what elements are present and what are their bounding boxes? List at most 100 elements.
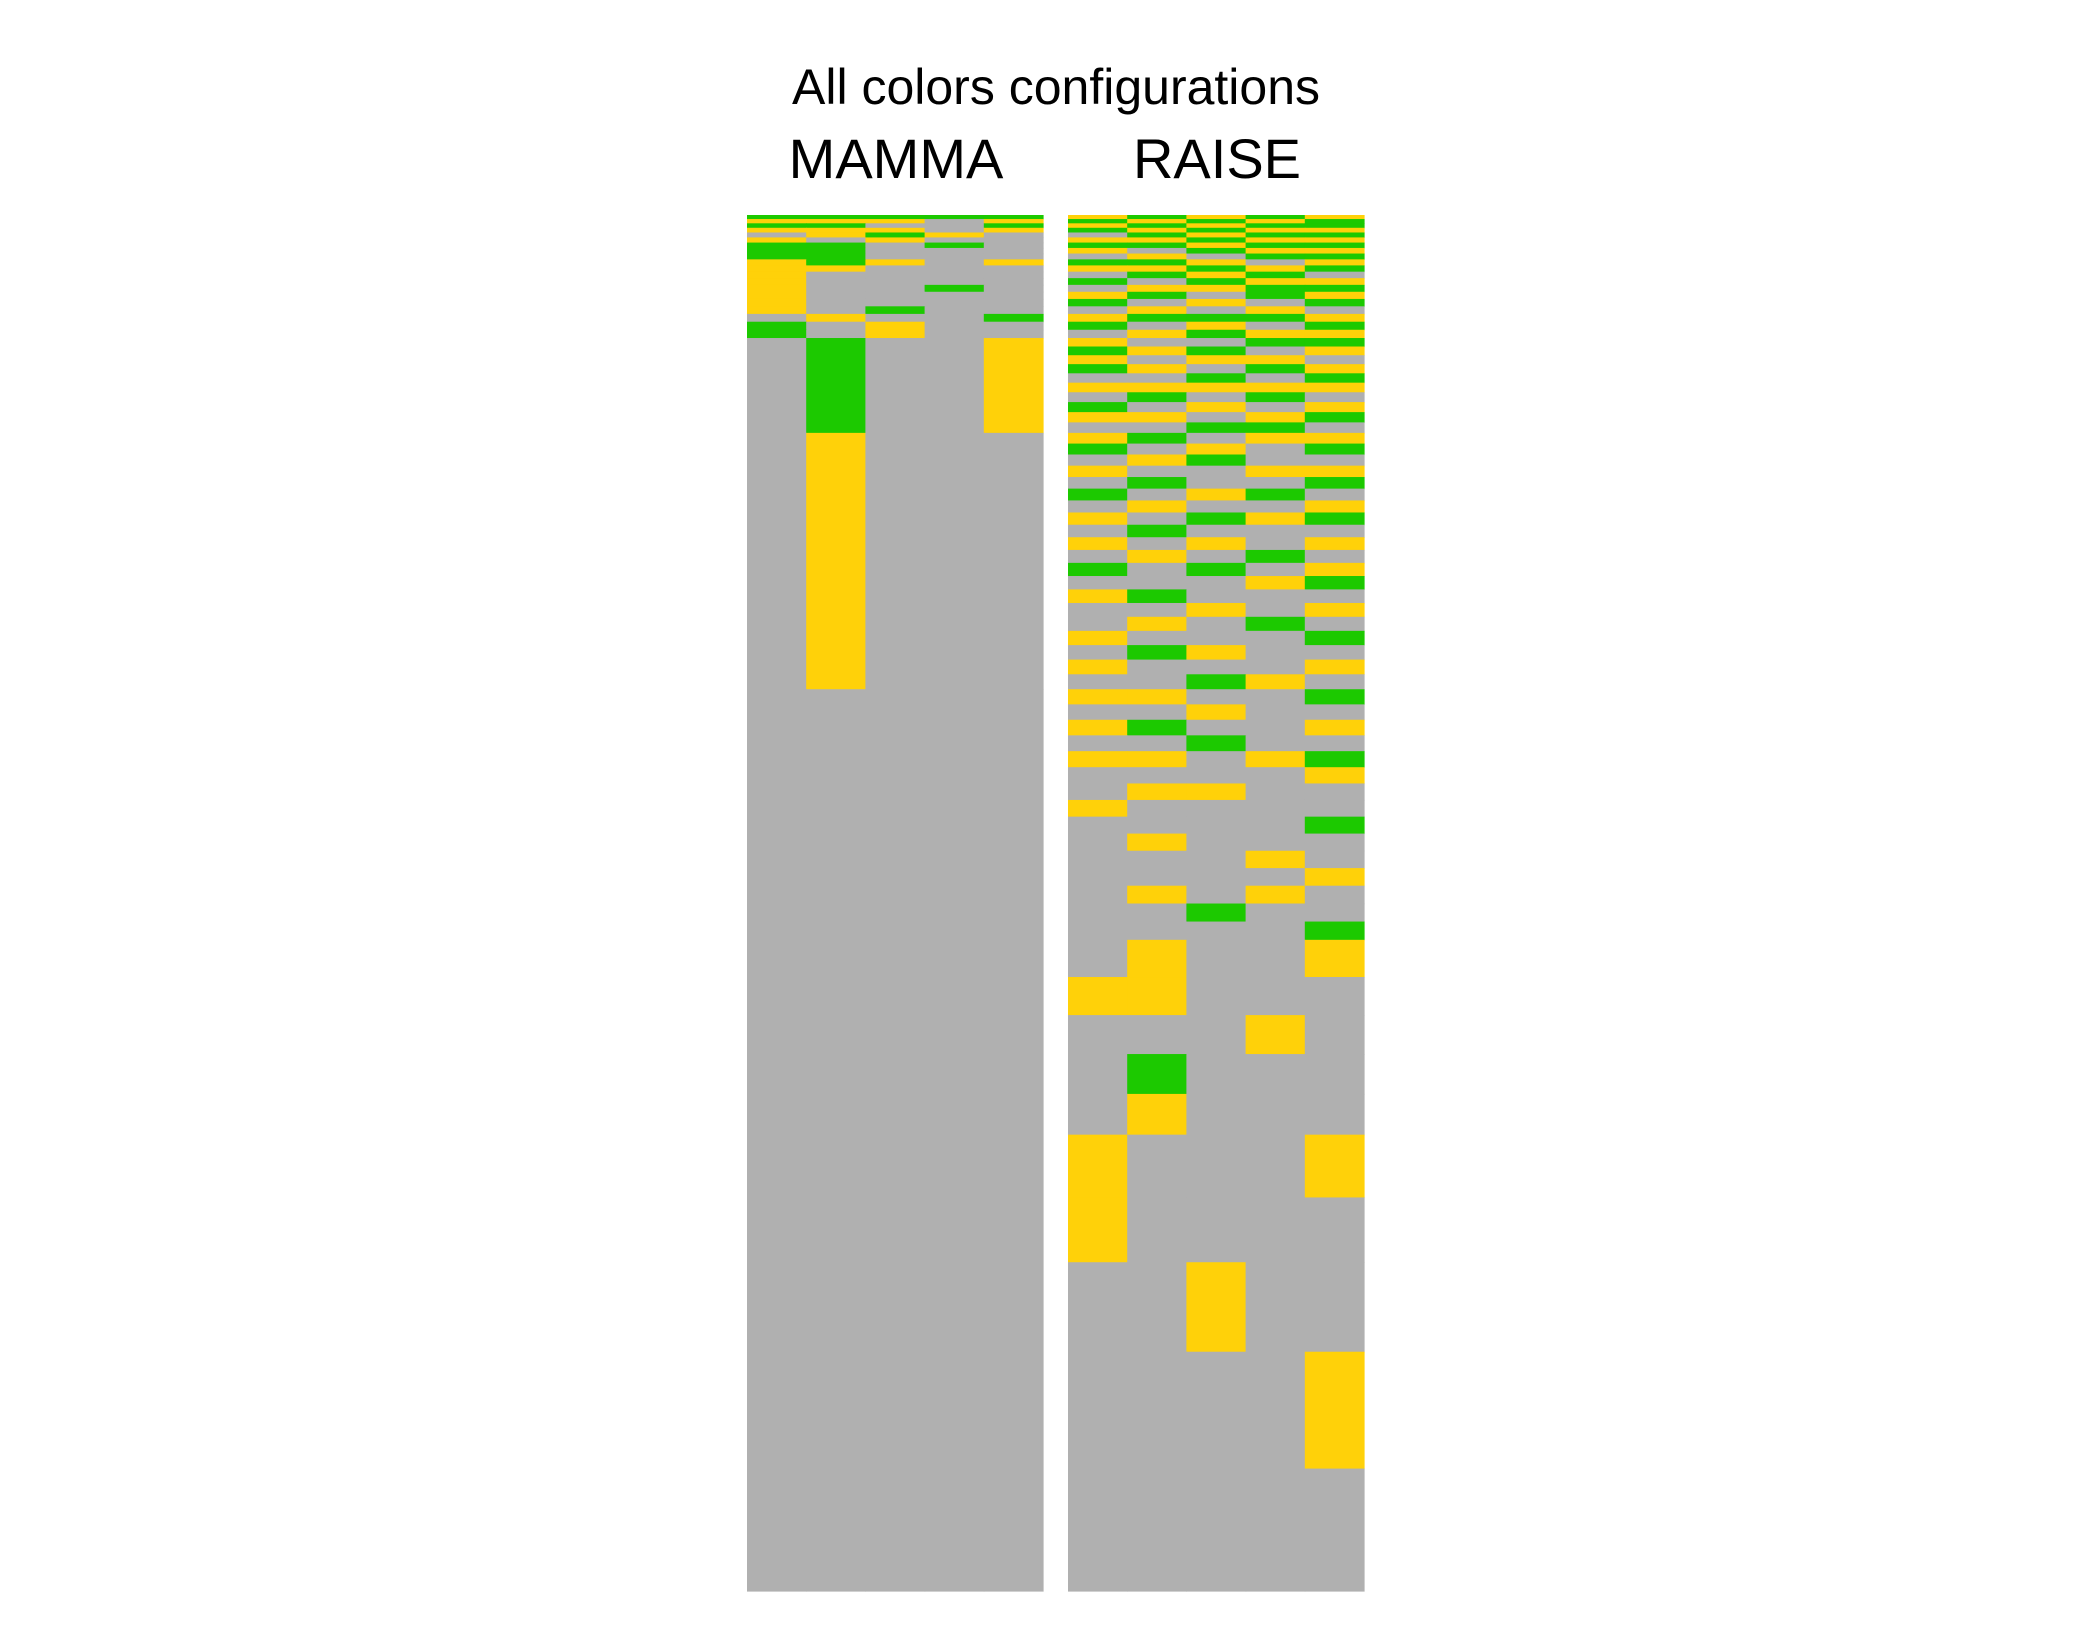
heatmap-cell-raise-33-2 bbox=[1186, 465, 1247, 478]
heatmap-cell-raise-57-0 bbox=[1068, 799, 1128, 818]
heatmap-cell-raise-18-4 bbox=[1304, 321, 1365, 331]
heatmap-cell-raise-45-2 bbox=[1186, 616, 1247, 632]
heatmap-cell-raise-53-4 bbox=[1304, 735, 1365, 752]
heatmap-cell-raise-65-4 bbox=[1304, 939, 1365, 978]
heatmap-cell-raise-26-2 bbox=[1186, 392, 1247, 403]
heatmap-cell-mamma-10-2 bbox=[865, 265, 926, 273]
heatmap-cell-raise-12-2 bbox=[1186, 278, 1247, 286]
heatmap-cell-raise-60-3 bbox=[1245, 850, 1306, 869]
heatmap-cell-mamma-21-4 bbox=[983, 432, 1044, 690]
heatmap-cell-raise-73-4 bbox=[1304, 1351, 1365, 1470]
heatmap-cell-raise-33-3 bbox=[1245, 465, 1306, 478]
heatmap-cell-raise-5-1 bbox=[1127, 237, 1187, 244]
heatmap-cell-raise-63-0 bbox=[1068, 903, 1128, 923]
heatmap-cell-mamma-14-2 bbox=[865, 291, 926, 300]
heatmap-cell-raise-32-3 bbox=[1245, 454, 1306, 467]
heatmap-cell-raise-5-4 bbox=[1304, 237, 1365, 244]
heatmap-cell-mamma-6-3 bbox=[924, 242, 985, 249]
heatmap-cell-raise-34-1 bbox=[1127, 477, 1187, 490]
heatmap-cell-mamma-19-4 bbox=[983, 329, 1044, 339]
heatmap-cell-raise-67-4 bbox=[1304, 1015, 1365, 1055]
heatmap-cell-raise-16-3 bbox=[1245, 306, 1306, 315]
heatmap-cell-raise-14-1 bbox=[1127, 291, 1187, 300]
heatmap-cell-mamma-0-4 bbox=[983, 215, 1044, 220]
heatmap-cell-raise-14-4 bbox=[1304, 291, 1365, 300]
heatmap-cell-raise-73-2 bbox=[1186, 1351, 1247, 1470]
heatmap-cell-mamma-13-0 bbox=[747, 284, 807, 293]
heatmap-cell-raise-62-4 bbox=[1304, 885, 1365, 905]
heatmap-cell-raise-21-4 bbox=[1304, 346, 1365, 356]
heatmap-cell-mamma-13-4 bbox=[983, 284, 1044, 293]
heatmap-cell-raise-1-2 bbox=[1186, 219, 1247, 224]
heatmap-cell-raise-31-2 bbox=[1186, 443, 1247, 456]
heatmap-cell-mamma-19-2 bbox=[865, 329, 926, 339]
heatmap-cell-raise-13-1 bbox=[1127, 284, 1187, 293]
heatmap-cell-raise-11-2 bbox=[1186, 271, 1247, 279]
heatmap-cell-raise-43-4 bbox=[1304, 589, 1365, 604]
heatmap-cell-raise-70-3 bbox=[1245, 1134, 1306, 1199]
heatmap-cell-raise-53-3 bbox=[1245, 735, 1306, 752]
heatmap-cell-raise-16-4 bbox=[1304, 306, 1365, 315]
heatmap-cell-mamma-10-3 bbox=[924, 265, 985, 273]
heatmap-cell-raise-68-0 bbox=[1068, 1054, 1128, 1095]
heatmap-cell-raise-54-3 bbox=[1245, 751, 1306, 768]
heatmap-cell-mamma-22-3 bbox=[924, 689, 985, 1592]
heatmap-cell-raise-10-4 bbox=[1304, 265, 1365, 273]
heatmap-cell-raise-49-4 bbox=[1304, 674, 1365, 690]
heatmap-cell-raise-6-1 bbox=[1127, 242, 1187, 249]
heatmap-cell-mamma-15-4 bbox=[983, 298, 1044, 307]
heatmap-panel-mamma bbox=[747, 215, 1044, 1592]
heatmap-cell-raise-32-4 bbox=[1304, 454, 1365, 467]
heatmap-cell-raise-41-4 bbox=[1304, 562, 1365, 577]
heatmap-cell-raise-50-1 bbox=[1127, 689, 1187, 705]
heatmap-cell-raise-3-1 bbox=[1127, 227, 1187, 234]
heatmap-cell-raise-2-3 bbox=[1245, 223, 1306, 229]
heatmap-cell-raise-61-2 bbox=[1186, 868, 1247, 887]
heatmap-cell-mamma-14-4 bbox=[983, 291, 1044, 300]
heatmap-cell-raise-20-0 bbox=[1068, 338, 1128, 348]
heatmap-cell-raise-1-3 bbox=[1245, 219, 1306, 224]
heatmap-cell-raise-30-0 bbox=[1068, 432, 1128, 445]
heatmap-cell-raise-39-4 bbox=[1304, 537, 1365, 551]
heatmap-cell-raise-55-4 bbox=[1304, 767, 1365, 785]
heatmap-cell-raise-23-0 bbox=[1068, 364, 1128, 374]
heatmap-cell-raise-3-0 bbox=[1068, 227, 1128, 234]
heatmap-cell-raise-27-0 bbox=[1068, 402, 1128, 413]
heatmap-cell-raise-59-4 bbox=[1304, 833, 1365, 852]
heatmap-cell-raise-44-2 bbox=[1186, 602, 1247, 618]
heatmap-cell-raise-7-4 bbox=[1304, 247, 1365, 255]
heatmap-cell-raise-12-0 bbox=[1068, 278, 1128, 286]
heatmap-cell-raise-56-1 bbox=[1127, 783, 1187, 801]
heatmap-cell-raise-50-4 bbox=[1304, 689, 1365, 705]
heatmap-cell-raise-65-2 bbox=[1186, 939, 1247, 978]
heatmap-cell-raise-15-1 bbox=[1127, 298, 1187, 307]
heatmap-cell-mamma-20-4 bbox=[983, 338, 1044, 434]
heatmap-cell-raise-45-3 bbox=[1245, 616, 1306, 632]
heatmap-cell-mamma-0-0 bbox=[747, 215, 807, 220]
heatmap-cell-mamma-2-1 bbox=[806, 223, 866, 229]
heatmap-cell-raise-4-1 bbox=[1127, 232, 1187, 239]
heatmap-cell-raise-2-2 bbox=[1186, 223, 1247, 229]
heatmap-cell-raise-74-2 bbox=[1186, 1468, 1247, 1592]
heatmap-cell-raise-37-0 bbox=[1068, 512, 1128, 526]
heatmap-cell-mamma-22-4 bbox=[983, 689, 1044, 1592]
chart-title: All colors configurations bbox=[792, 59, 1320, 115]
heatmap-cell-mamma-14-0 bbox=[747, 291, 807, 300]
heatmap-cell-raise-41-0 bbox=[1068, 562, 1128, 577]
heatmap-cell-mamma-11-3 bbox=[924, 271, 985, 279]
heatmap-cell-raise-16-0 bbox=[1068, 306, 1128, 315]
heatmap-cell-raise-38-2 bbox=[1186, 524, 1247, 538]
heatmap-cell-mamma-14-3 bbox=[924, 291, 985, 300]
heatmap-cell-raise-3-2 bbox=[1186, 227, 1247, 234]
heatmap-cell-mamma-4-0 bbox=[747, 232, 807, 239]
heatmap-cell-raise-62-0 bbox=[1068, 885, 1128, 905]
heatmap-cell-raise-9-1 bbox=[1127, 259, 1187, 266]
heatmap-cell-raise-58-3 bbox=[1245, 816, 1306, 835]
heatmap-cell-raise-30-3 bbox=[1245, 432, 1306, 445]
heatmap-cell-raise-67-1 bbox=[1127, 1015, 1187, 1055]
heatmap-cell-raise-6-0 bbox=[1068, 242, 1128, 249]
heatmap-cell-raise-29-0 bbox=[1068, 422, 1128, 434]
heatmap-cell-raise-39-1 bbox=[1127, 537, 1187, 551]
heatmap-cell-raise-25-0 bbox=[1068, 382, 1128, 393]
heatmap-cell-mamma-15-3 bbox=[924, 298, 985, 307]
